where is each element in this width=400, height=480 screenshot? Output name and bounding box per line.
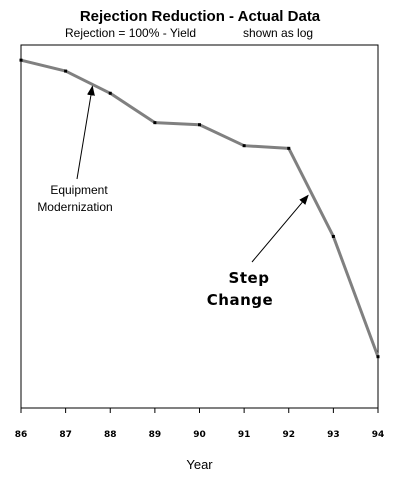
data-point — [19, 58, 23, 62]
x-axis-label: Year — [186, 457, 213, 472]
x-tick-label: 86 — [15, 430, 28, 440]
subtitle-formula: Rejection = 100% - Yield — [65, 26, 197, 40]
chart-title: Rejection Reduction - Actual Data — [79, 8, 321, 25]
annotation-equipment-line1: Equipment — [50, 183, 108, 197]
data-point — [376, 355, 380, 359]
x-tick-label: 94 — [372, 430, 385, 440]
data-point — [331, 234, 335, 238]
subtitle-scale-note: shown as log — [243, 26, 314, 40]
annotation-arrow-step — [251, 194, 309, 263]
data-point — [108, 91, 112, 95]
x-tick-label: 87 — [59, 430, 72, 440]
x-tick-label: 89 — [149, 430, 162, 440]
annotation-step-line2: Change — [207, 291, 273, 309]
annotation-step-line1: Step — [229, 269, 270, 287]
data-point — [64, 69, 68, 73]
x-tick-label: 88 — [104, 430, 117, 440]
data-point — [198, 123, 201, 127]
x-tick-label: 90 — [193, 430, 206, 440]
data-point — [242, 144, 246, 148]
annotation-equipment-line2: Modernization — [37, 200, 112, 214]
annotation-arrow-equipment — [76, 85, 95, 180]
data-point — [153, 121, 157, 125]
chart-subtitle: Rejection = 100% - Yield shown as log — [0, 25, 400, 41]
x-tick-label: 93 — [327, 430, 340, 440]
data-point — [287, 146, 291, 150]
x-tick-label: 92 — [282, 430, 295, 440]
plot-frame — [20, 44, 379, 409]
x-tick-label: 91 — [238, 430, 251, 440]
